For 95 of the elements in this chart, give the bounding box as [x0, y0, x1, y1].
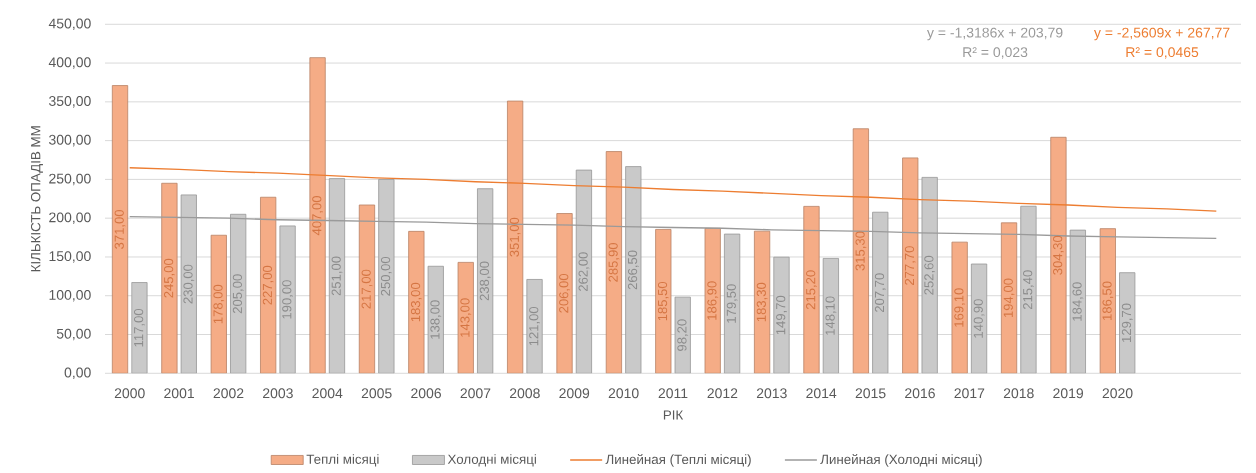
x-tick-label: 2016: [905, 388, 935, 399]
data-label: 179,50: [726, 284, 738, 323]
y-tick-label: 450,00: [48, 18, 91, 31]
bar: [1119, 272, 1136, 374]
y-tick-label: 150,00: [49, 251, 91, 263]
y-axis-title: КІЛЬКІСТЬ ОПАДІВ ММ: [30, 126, 43, 272]
data-label: 194,00: [1003, 278, 1015, 318]
x-tick-label: 2001: [164, 388, 194, 399]
x-tick-label: 2005: [361, 388, 392, 399]
data-label: 238,00: [479, 261, 491, 301]
data-label: 143,00: [460, 298, 472, 337]
x-tick-label: 2011: [658, 388, 688, 399]
legend-label: Линейная (Холодні місяці): [820, 454, 982, 467]
x-axis-title: РІК: [663, 410, 684, 420]
data-label: 351,00: [509, 217, 521, 257]
y-tick-label: 250,00: [49, 173, 91, 186]
data-label: 266,50: [627, 250, 639, 290]
x-tick-label: 2015: [855, 388, 886, 399]
x-tick-label: 2013: [756, 388, 787, 399]
y-tick-label: 350,00: [49, 96, 91, 108]
data-label: 262,00: [578, 252, 590, 292]
data-label: 205,00: [232, 274, 244, 314]
data-label: 207,70: [874, 273, 886, 313]
annotation: y = -1,3186x + 203,79: [926, 27, 1063, 41]
x-tick-label: 2008: [509, 388, 540, 399]
data-label: 186,90: [707, 281, 719, 320]
bar: [131, 282, 148, 374]
annotation: R² = 0,023: [963, 47, 1028, 59]
bar: [724, 233, 741, 374]
bar: [279, 225, 296, 374]
x-tick-label: 2000: [114, 388, 145, 399]
x-tick-label: 2002: [213, 388, 244, 399]
data-label: 140,90: [973, 299, 985, 338]
data-label: 371,00: [114, 209, 126, 249]
data-label: 169,10: [954, 288, 966, 327]
bar: [803, 205, 820, 374]
y-tick-label: 0,00: [64, 367, 91, 380]
bar: [970, 263, 988, 374]
data-label: 245,00: [164, 258, 175, 298]
x-tick-label: 2004: [312, 388, 343, 399]
bar: [822, 258, 839, 374]
data-label: 215,40: [1023, 270, 1034, 310]
data-label: 178,00: [213, 284, 225, 324]
data-label: 129,70: [1121, 303, 1133, 342]
data-label: 98,20: [677, 319, 689, 351]
y-tick-label: 300,00: [49, 134, 91, 147]
x-tick-label: 2007: [460, 388, 491, 399]
data-label: 230,00: [183, 264, 195, 304]
data-label: 227,00: [262, 265, 274, 305]
y-tick-label: 400,00: [48, 57, 91, 69]
legend-label: Линейная (Теплі місяці): [605, 454, 751, 467]
y-tick-label: 200,00: [49, 212, 91, 224]
data-label: 285,90: [608, 242, 620, 282]
x-tick-label: 2020: [1102, 388, 1133, 399]
data-label: 251,00: [331, 256, 343, 296]
bar: [773, 256, 790, 374]
data-label: 148,10: [825, 296, 837, 335]
bar: [526, 279, 543, 374]
bar: [556, 213, 573, 374]
annotation: R² = 0,0465: [1126, 47, 1199, 59]
bar: [427, 265, 444, 374]
data-label: 315,30: [855, 231, 867, 271]
x-tick-label: 2003: [263, 388, 293, 399]
data-label: 138,00: [430, 300, 442, 339]
data-label: 250,00: [380, 256, 392, 296]
data-label: 304,30: [1053, 235, 1064, 275]
data-label: 252,60: [924, 255, 936, 295]
data-label: 184,60: [1072, 282, 1084, 321]
data-label: 277,70: [904, 246, 916, 285]
data-label: 206,00: [559, 273, 570, 313]
x-tick-label: 2012: [707, 388, 738, 399]
bar: [674, 296, 691, 374]
legend-label: Теплі місяці: [306, 454, 379, 467]
data-label: 149,70: [776, 295, 787, 335]
y-tick-label: 50,00: [56, 328, 91, 341]
legend-label: Холодні місяці: [447, 454, 536, 467]
x-tick-label: 2014: [806, 388, 837, 399]
x-tick-label: 2006: [411, 388, 441, 399]
data-label: 186,50: [1102, 281, 1114, 320]
x-tick-label: 2010: [608, 388, 639, 399]
x-tick-label: 2009: [559, 388, 590, 399]
data-label: 215,20: [806, 270, 817, 310]
data-label: 183,00: [410, 282, 422, 322]
data-label: 183,30: [756, 282, 768, 322]
data-label: 117,00: [134, 308, 145, 347]
data-label: 185,50: [657, 281, 669, 321]
x-tick-label: 2018: [1003, 388, 1034, 399]
data-label: 190,00: [282, 280, 293, 319]
annotation: y = -2,5609x + 267,77: [1093, 27, 1230, 41]
data-label: 407,00: [312, 196, 323, 236]
data-label: 217,00: [361, 269, 373, 309]
x-tick-label: 2019: [1053, 388, 1084, 399]
data-label: 121,00: [529, 306, 540, 346]
y-tick-label: 100,00: [49, 289, 91, 302]
x-tick-label: 2017: [954, 388, 985, 399]
